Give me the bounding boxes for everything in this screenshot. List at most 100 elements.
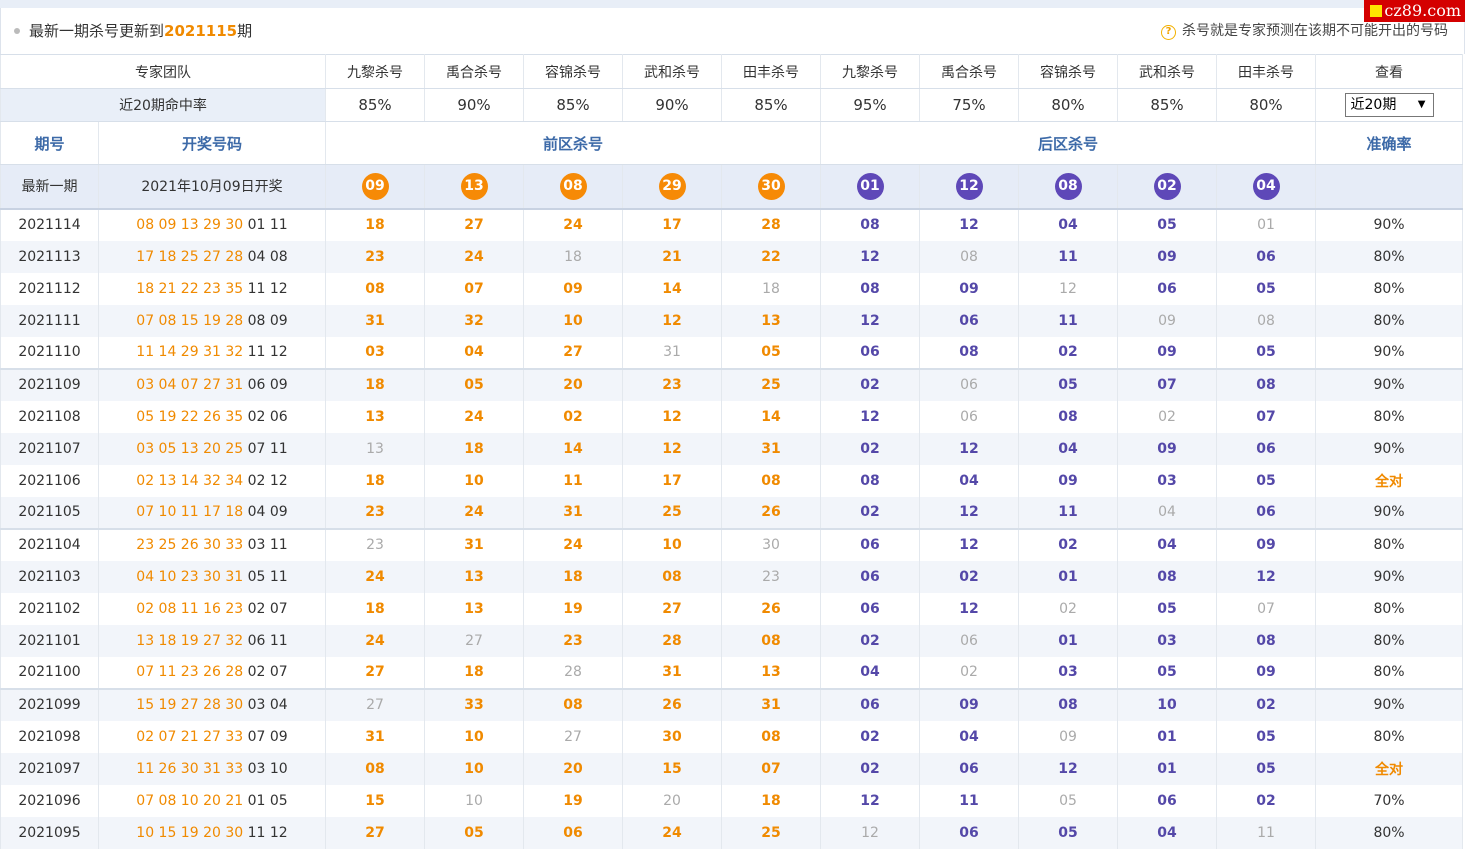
table-row: 2021110 11 14 29 31 32 11 12 03 04 27 31 05 06 0… bbox=[0, 336, 1463, 369]
draw-back-numbers: 01 11 bbox=[247, 217, 288, 233]
back-kill-number: 12 bbox=[1018, 752, 1118, 785]
table-row: 2021113 17 18 25 27 28 04 08 23 24 18 21 22 12 0… bbox=[0, 240, 1463, 273]
latest-draw-date: 2021年10月09日开奖 bbox=[98, 164, 326, 210]
back-kill-number: 02 bbox=[820, 624, 920, 657]
front-kill-ball: 08 bbox=[559, 172, 587, 200]
accuracy-value: 90% bbox=[1315, 208, 1463, 241]
draw-front-numbers: 23 25 26 30 33 bbox=[136, 537, 244, 553]
period-select-value: 近20期 bbox=[1350, 97, 1397, 113]
draw-front-numbers: 03 04 07 27 31 bbox=[136, 377, 244, 393]
front-kill-ball: 09 bbox=[361, 172, 389, 200]
expert-name: 武和杀号 bbox=[1117, 54, 1217, 89]
front-kill-number: 21 bbox=[622, 240, 722, 273]
back-kill-number: 12 bbox=[820, 400, 920, 433]
back-kill-number: 11 bbox=[1216, 816, 1316, 849]
expert-name: 九黎杀号 bbox=[325, 54, 425, 89]
table-row: 2021102 02 08 11 16 23 02 07 18 13 19 27 26 06 1… bbox=[0, 592, 1463, 625]
table-row: 2021104 23 25 26 30 33 03 11 23 31 24 10 30 06 1… bbox=[0, 527, 1463, 561]
back-kill-number: 04 bbox=[820, 656, 920, 689]
draw-numbers: 07 10 11 17 18 04 09 bbox=[98, 496, 326, 529]
front-kill-number: 14 bbox=[721, 400, 821, 433]
front-kill-number: 27 bbox=[325, 656, 425, 689]
back-kill-number: 05 bbox=[1216, 336, 1316, 369]
draw-front-numbers: 18 21 22 23 35 bbox=[136, 280, 244, 297]
expert-name: 田丰杀号 bbox=[721, 54, 821, 89]
back-kill-number: 01 bbox=[1216, 208, 1316, 241]
back-kill-number: 11 bbox=[1018, 304, 1118, 337]
front-kill-number: 05 bbox=[424, 816, 524, 849]
notice-suffix: 期 bbox=[237, 22, 253, 40]
latest-label: 最新一期 bbox=[0, 164, 99, 210]
hitrate-label: 近20期命中率 bbox=[0, 88, 326, 122]
front-kill-number: 15 bbox=[325, 784, 425, 817]
hitrate-value: 85% bbox=[1117, 88, 1217, 122]
period-select[interactable]: 近20期 ▼ bbox=[1344, 93, 1434, 117]
help-text: 杀号就是专家预测在该期不可能开出的号码 bbox=[1182, 23, 1448, 39]
watermark-text: cz89.com bbox=[1384, 1, 1461, 20]
front-kill-number: 08 bbox=[721, 624, 821, 657]
back-kill-number: 08 bbox=[1216, 304, 1316, 337]
back-kill-number: 06 bbox=[919, 816, 1019, 849]
back-kill-number: 01 bbox=[1117, 720, 1217, 753]
help-note: ? 杀号就是专家预测在该期不可能开出的号码 bbox=[1161, 20, 1448, 40]
col-back: 后区杀号 bbox=[820, 121, 1316, 165]
front-kill-number: 27 bbox=[622, 592, 722, 625]
accuracy-value: 80% bbox=[1315, 816, 1463, 849]
table-row: 2021107 03 05 13 20 25 07 11 13 18 14 12 31 02 1… bbox=[0, 432, 1463, 465]
front-kill-number: 08 bbox=[325, 272, 425, 305]
issue-number: 2021097 bbox=[0, 752, 99, 785]
back-kill-number: 12 bbox=[1216, 560, 1316, 593]
draw-back-numbers: 02 07 bbox=[247, 600, 288, 617]
front-kill-number: 27 bbox=[523, 336, 623, 369]
front-kill-number: 18 bbox=[721, 272, 821, 305]
front-kill-number: 10 bbox=[424, 784, 524, 817]
front-kill-number: 08 bbox=[622, 560, 722, 593]
issue-number: 2021101 bbox=[0, 624, 99, 657]
back-kill-ball: 01 bbox=[856, 172, 884, 200]
accuracy-value: 80% bbox=[1315, 304, 1463, 337]
hitrate-value: 90% bbox=[622, 88, 722, 122]
front-kill-number: 26 bbox=[721, 496, 821, 529]
accuracy-value: 90% bbox=[1315, 336, 1463, 369]
column-header-row: 期号 开奖号码 前区杀号 后区杀号 准确率 bbox=[0, 121, 1463, 165]
front-kill-number: 23 bbox=[721, 560, 821, 593]
draw-numbers: 02 07 21 27 33 07 09 bbox=[98, 720, 326, 753]
back-kill-number: 01 bbox=[1117, 752, 1217, 785]
back-kill-number: 12 bbox=[919, 208, 1019, 241]
draw-front-numbers: 13 18 19 27 32 bbox=[136, 632, 244, 649]
accuracy-value: 80% bbox=[1315, 656, 1463, 689]
draw-front-numbers: 04 10 23 30 31 bbox=[136, 568, 244, 585]
front-kill-number: 28 bbox=[523, 656, 623, 689]
front-kill-number: 18 bbox=[424, 432, 524, 465]
front-kill-number: 31 bbox=[325, 304, 425, 337]
front-kill-number: 12 bbox=[622, 432, 722, 465]
table-row: 2021105 07 10 11 17 18 04 09 23 24 31 25 26 02 1… bbox=[0, 496, 1463, 529]
front-kill-number: 22 bbox=[721, 240, 821, 273]
expert-name: 武和杀号 bbox=[622, 54, 722, 89]
front-kill-number: 19 bbox=[523, 592, 623, 625]
issue-number: 2021105 bbox=[0, 496, 99, 529]
table-row: 2021100 07 11 23 26 28 02 07 27 18 28 31 13 04 0… bbox=[0, 656, 1463, 689]
back-kill-number: 09 bbox=[1216, 656, 1316, 689]
back-kill-number: 06 bbox=[919, 400, 1019, 433]
expert-name: 禹合杀号 bbox=[424, 54, 524, 89]
front-kill-ball: 29 bbox=[658, 172, 686, 200]
front-kill-ball-cell: 30 bbox=[721, 164, 821, 210]
back-kill-number: 04 bbox=[1117, 527, 1217, 561]
front-kill-number: 27 bbox=[424, 208, 524, 241]
front-kill-number: 18 bbox=[325, 592, 425, 625]
front-kill-number: 30 bbox=[622, 720, 722, 753]
front-kill-number: 11 bbox=[523, 464, 623, 497]
issue-number: 2021113 bbox=[0, 240, 99, 273]
back-kill-ball: 08 bbox=[1054, 172, 1082, 200]
back-kill-number: 11 bbox=[919, 784, 1019, 817]
draw-back-numbers: 02 12 bbox=[247, 472, 288, 489]
back-kill-number: 02 bbox=[820, 752, 920, 785]
view-label: 查看 bbox=[1315, 54, 1463, 89]
back-kill-number: 05 bbox=[1018, 784, 1118, 817]
front-kill-number: 24 bbox=[424, 240, 524, 273]
front-kill-number: 18 bbox=[523, 560, 623, 593]
draw-back-numbers: 11 12 bbox=[247, 280, 288, 297]
issue-number: 2021111 bbox=[0, 304, 99, 337]
front-kill-number: 18 bbox=[523, 240, 623, 273]
